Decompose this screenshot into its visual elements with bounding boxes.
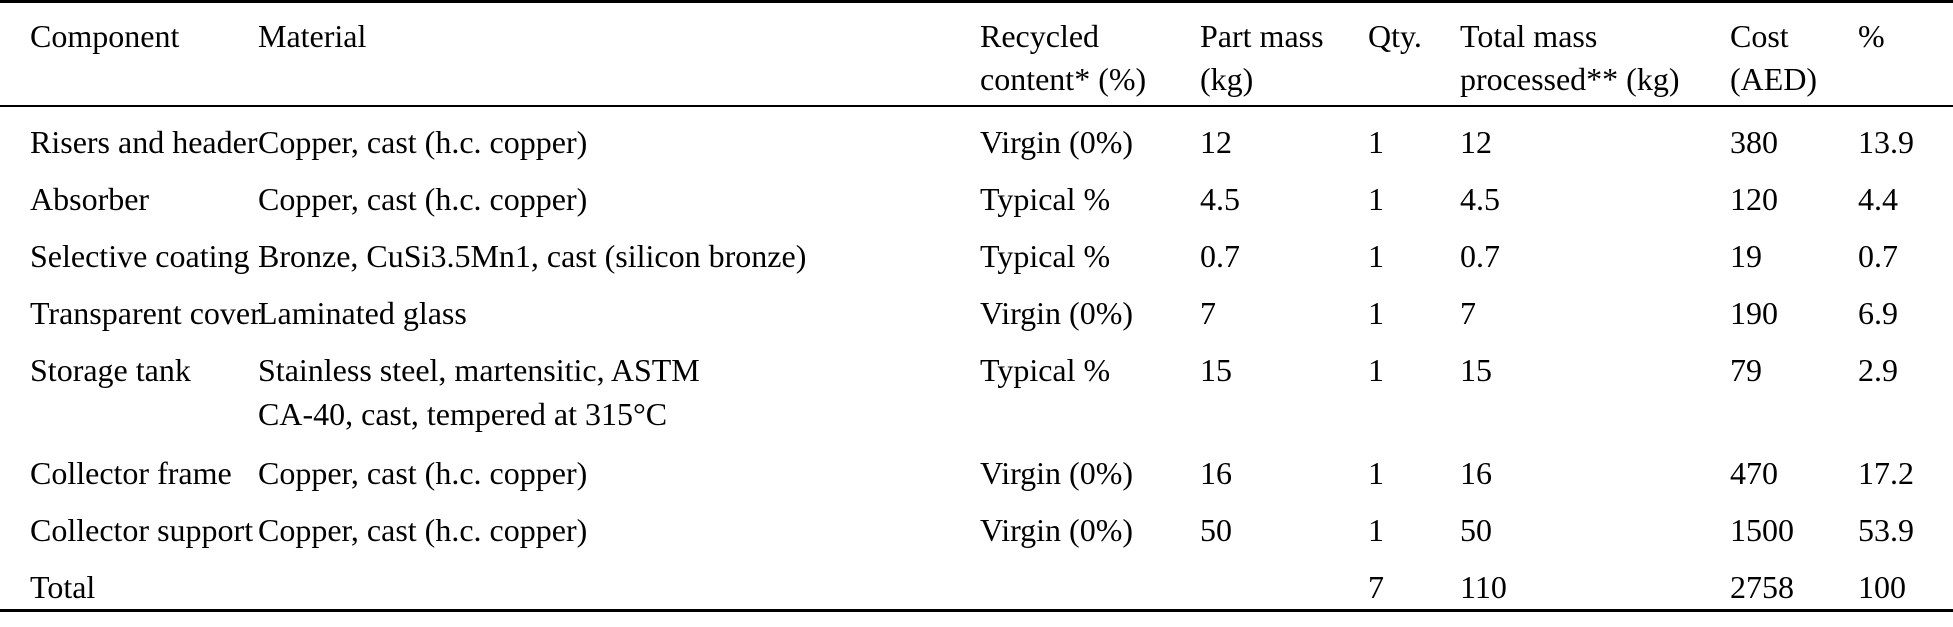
cell-qty: 1	[1368, 123, 1384, 160]
cell-percent: 13.9	[1858, 123, 1914, 160]
header-label: Component	[30, 18, 180, 54]
table-row: Risers and header Copper, cast (h.c. cop…	[0, 106, 1953, 164]
table-header-row: Component Material Recycled content* (%)…	[0, 1, 1953, 107]
cell-percent: 6.9	[1858, 294, 1898, 331]
cell-percent: 17.2	[1858, 454, 1914, 491]
cell-qty: 1	[1368, 351, 1384, 388]
cell-component: Transparent cover	[30, 294, 261, 331]
cell-component: Absorber	[30, 180, 150, 217]
cell-part-mass: 4.5	[1200, 180, 1240, 217]
header-label: %	[1858, 18, 1885, 54]
table-row: Collector frame Copper, cast (h.c. coppe…	[0, 438, 1953, 495]
cell-recycled: Virgin (0%)	[980, 294, 1134, 331]
column-header-cost: Cost (AED)	[1730, 1, 1858, 107]
cell-recycled: Typical %	[980, 180, 1111, 217]
cell-recycled: Virgin (0%)	[980, 511, 1134, 548]
material-line-1: Stainless steel, martensitic, ASTM	[258, 351, 700, 388]
table-body: Risers and header Copper, cast (h.c. cop…	[0, 106, 1953, 611]
cell-part-mass: 12	[1200, 123, 1232, 160]
table-header: Component Material Recycled content* (%)…	[0, 1, 1953, 107]
cell-total-mass: 0.7	[1460, 237, 1500, 274]
cell-recycled: Typical %	[980, 351, 1111, 388]
column-header-recycled-content: Recycled content* (%)	[980, 1, 1200, 107]
column-header-total-mass-processed: Total mass processed** (kg)	[1460, 1, 1730, 107]
cell-recycled: Virgin (0%)	[980, 123, 1134, 160]
header-label: Part mass	[1200, 18, 1324, 54]
cell-part-mass: 7	[1200, 294, 1216, 331]
cell-component: Storage tank	[30, 351, 191, 388]
cell-qty: 1	[1368, 237, 1384, 274]
header-label: Total mass	[1460, 18, 1598, 54]
cell-part-mass	[1200, 552, 1368, 611]
cell-percent: 100	[1858, 568, 1906, 605]
cell-qty: 7	[1368, 568, 1384, 605]
cell-material	[258, 552, 980, 611]
header-label: Recycled	[980, 18, 1100, 54]
column-header-component: Component	[0, 1, 258, 107]
cell-component: Selective coating	[30, 237, 250, 274]
cell-cost: 2758	[1730, 568, 1794, 605]
cell-qty: 1	[1368, 454, 1384, 491]
cell-total-mass: 7	[1460, 294, 1476, 331]
cell-qty: 1	[1368, 294, 1384, 331]
cell-total-mass: 4.5	[1460, 180, 1500, 217]
cell-component: Collector frame	[30, 454, 232, 491]
cell-cost: 19	[1730, 237, 1762, 274]
table-row-total: Total 7 110 2758 100	[0, 552, 1953, 611]
table-row: Collector support Copper, cast (h.c. cop…	[0, 495, 1953, 552]
column-header-qty: Qty.	[1368, 1, 1460, 107]
cell-material: Laminated glass	[258, 294, 467, 331]
material-line-2: CA-40, cast, tempered at 315°C	[258, 395, 668, 432]
cell-total-mass: 15	[1460, 351, 1492, 388]
cell-cost: 190	[1730, 294, 1778, 331]
cell-total-mass: 50	[1460, 511, 1492, 548]
header-label: Qty.	[1368, 18, 1422, 54]
cell-component: Risers and header	[30, 123, 258, 160]
cell-material: Copper, cast (h.c. copper)	[258, 123, 588, 160]
cell-part-mass: 50	[1200, 511, 1232, 548]
cell-percent: 2.9	[1858, 351, 1898, 388]
cell-component: Collector support	[30, 511, 254, 548]
cell-total-mass: 12	[1460, 123, 1492, 160]
cell-part-mass: 15	[1200, 351, 1232, 388]
cell-qty: 1	[1368, 511, 1384, 548]
cell-percent: 0.7	[1858, 237, 1898, 274]
cell-cost: 79	[1730, 351, 1762, 388]
cell-cost: 380	[1730, 123, 1778, 160]
cell-component: Total	[30, 568, 96, 605]
cell-material: Copper, cast (h.c. copper)	[258, 180, 588, 217]
cell-recycled: Typical %	[980, 237, 1111, 274]
cell-total-mass: 110	[1460, 568, 1507, 605]
cell-material: Copper, cast (h.c. copper)	[258, 511, 588, 548]
cell-material: Stainless steel, martensitic, ASTM CA-40…	[258, 335, 980, 438]
cell-part-mass: 0.7	[1200, 237, 1240, 274]
column-header-part-mass: Part mass (kg)	[1200, 1, 1368, 107]
column-header-percent: %	[1858, 1, 1953, 107]
cell-part-mass: 16	[1200, 454, 1232, 491]
cell-material: Bronze, CuSi3.5Mn1, cast (silicon bronze…	[258, 237, 807, 274]
cell-recycled: Virgin (0%)	[980, 454, 1134, 491]
bill-of-materials-table: Component Material Recycled content* (%)…	[0, 0, 1953, 612]
cell-cost: 120	[1730, 180, 1778, 217]
cell-qty: 1	[1368, 180, 1384, 217]
column-header-material: Material	[258, 1, 980, 107]
cell-cost: 1500	[1730, 511, 1794, 548]
table-row: Storage tank Stainless steel, martensiti…	[0, 335, 1953, 438]
cell-material: Copper, cast (h.c. copper)	[258, 454, 588, 491]
table-row: Absorber Copper, cast (h.c. copper) Typi…	[0, 164, 1953, 221]
cell-percent: 4.4	[1858, 180, 1898, 217]
cell-recycled	[980, 552, 1200, 611]
table-row: Selective coating Bronze, CuSi3.5Mn1, ca…	[0, 221, 1953, 278]
cell-percent: 53.9	[1858, 511, 1914, 548]
table-row: Transparent cover Laminated glass Virgin…	[0, 278, 1953, 335]
header-label: Cost	[1730, 18, 1789, 54]
cell-total-mass: 16	[1460, 454, 1492, 491]
header-label: Material	[258, 18, 367, 54]
cell-cost: 470	[1730, 454, 1778, 491]
